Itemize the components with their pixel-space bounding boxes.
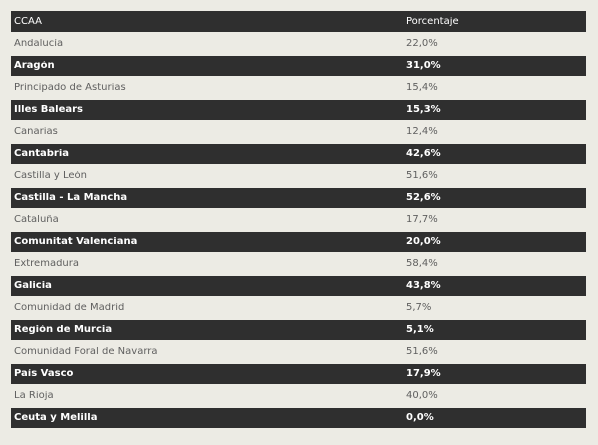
cell-ccaa: Castilla y León xyxy=(14,171,87,181)
header-porcentaje: Porcentaje xyxy=(406,16,459,27)
table-row: La Rioja 40,0% xyxy=(11,385,586,407)
table-row: Aragón 31,0% xyxy=(11,55,586,77)
cell-ccaa: La Rioja xyxy=(14,391,54,401)
cell-ccaa: Ceuta y Melilla xyxy=(14,413,98,423)
cell-ccaa: Andalucía xyxy=(14,39,64,49)
cell-porcentaje: 5,7% xyxy=(406,303,432,313)
cell-porcentaje: 17,9% xyxy=(406,369,441,379)
cell-porcentaje: 17,7% xyxy=(406,215,438,225)
table-row: País Vasco 17,9% xyxy=(11,363,586,385)
cell-ccaa: Comunitat Valenciana xyxy=(14,237,138,247)
table-row: Cantabria 42,6% xyxy=(11,143,586,165)
cell-ccaa: Galicia xyxy=(14,281,52,291)
cell-porcentaje: 31,0% xyxy=(406,61,441,71)
table-row: Ceuta y Melilla 0,0% xyxy=(11,407,586,429)
ccaa-percentage-table: CCAA Porcentaje Andalucía 22,0% Aragón 3… xyxy=(11,11,586,429)
cell-ccaa: Canarias xyxy=(14,127,58,137)
table-row: Comunidad de Madrid 5,7% xyxy=(11,297,586,319)
cell-porcentaje: 42,6% xyxy=(406,149,441,159)
table-row: Principado de Asturias 15,4% xyxy=(11,77,586,99)
cell-porcentaje: 0,0% xyxy=(406,413,434,423)
cell-porcentaje: 43,8% xyxy=(406,281,441,291)
cell-porcentaje: 12,4% xyxy=(406,127,438,137)
cell-ccaa: Comunidad Foral de Navarra xyxy=(14,347,158,357)
table-header-row: CCAA Porcentaje xyxy=(11,11,586,33)
table-row: Comunitat Valenciana 20,0% xyxy=(11,231,586,253)
table-row: Comunidad Foral de Navarra 51,6% xyxy=(11,341,586,363)
table-row: Canarias 12,4% xyxy=(11,121,586,143)
cell-ccaa: Aragón xyxy=(14,61,55,71)
cell-porcentaje: 15,3% xyxy=(406,105,441,115)
table-row: Castilla - La Mancha 52,6% xyxy=(11,187,586,209)
table-row: Illes Balears 15,3% xyxy=(11,99,586,121)
cell-ccaa: Principado de Asturias xyxy=(14,83,126,93)
cell-ccaa: Cataluña xyxy=(14,215,59,225)
header-ccaa: CCAA xyxy=(14,16,42,27)
cell-porcentaje: 22,0% xyxy=(406,39,438,49)
cell-porcentaje: 51,6% xyxy=(406,171,438,181)
cell-porcentaje: 58,4% xyxy=(406,259,438,269)
table-row: Andalucía 22,0% xyxy=(11,33,586,55)
cell-porcentaje: 20,0% xyxy=(406,237,441,247)
cell-porcentaje: 15,4% xyxy=(406,83,438,93)
cell-porcentaje: 52,6% xyxy=(406,193,441,203)
table-row: Cataluña 17,7% xyxy=(11,209,586,231)
cell-ccaa: Comunidad de Madrid xyxy=(14,303,125,313)
cell-porcentaje: 5,1% xyxy=(406,325,434,335)
cell-porcentaje: 51,6% xyxy=(406,347,438,357)
table-row: Galicia 43,8% xyxy=(11,275,586,297)
table-row: Región de Murcia 5,1% xyxy=(11,319,586,341)
cell-ccaa: Extremadura xyxy=(14,259,79,269)
cell-ccaa: Cantabria xyxy=(14,149,69,159)
cell-porcentaje: 40,0% xyxy=(406,391,438,401)
table-row: Castilla y León 51,6% xyxy=(11,165,586,187)
table-row: Extremadura 58,4% xyxy=(11,253,586,275)
cell-ccaa: Castilla - La Mancha xyxy=(14,193,128,203)
cell-ccaa: País Vasco xyxy=(14,369,74,379)
cell-ccaa: Illes Balears xyxy=(14,105,84,115)
cell-ccaa: Región de Murcia xyxy=(14,325,113,335)
